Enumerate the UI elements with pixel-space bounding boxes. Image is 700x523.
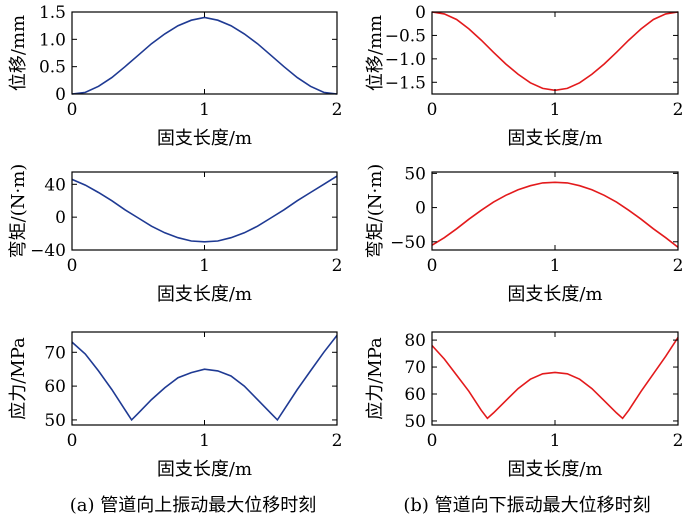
x-tick-label: 1 [199, 256, 210, 276]
y-tick-label: 70 [44, 343, 66, 363]
y-tick-label: 0 [415, 199, 426, 219]
y-tick-label: −50 [390, 233, 426, 253]
x-tick-label: 0 [427, 100, 438, 120]
plot-frame [71, 331, 338, 426]
y-tick-label: 0 [415, 3, 426, 23]
y-tick-label: 60 [44, 377, 66, 397]
plot-frame [431, 11, 679, 95]
x-axis-label: 固支长度/m [507, 459, 602, 480]
y-tick-label: 0 [55, 85, 66, 105]
chart-panel-right-2: 0 1 2 50 60 70 80 固支长度/m 应力/MPa [365, 331, 683, 480]
x-axis-label: 固支长度/m [157, 459, 252, 480]
y-tick-label: 70 [404, 358, 426, 378]
chart-panel-right-0: 0 1 2 −1.5 −1.0 −0.5 0 固支长度/m 位移/mm [365, 3, 683, 149]
x-tick-label: 2 [673, 100, 684, 120]
series-line [431, 11, 679, 92]
x-tick-label: 2 [673, 431, 684, 451]
x-tick-label: 0 [67, 431, 78, 451]
y-tick-label: −0.5 [385, 26, 426, 46]
y-tick-label: −1.5 [385, 73, 426, 93]
plot-frame [431, 171, 679, 251]
plot-frame [71, 171, 338, 251]
series-line [431, 336, 679, 420]
y-axis-label: 位移/mm [365, 15, 386, 91]
x-tick-label: 0 [67, 100, 78, 120]
x-axis-label: 固支长度/m [507, 284, 602, 305]
series-line [71, 334, 338, 422]
x-tick-label: 0 [67, 256, 78, 276]
x-tick-label: 1 [199, 431, 210, 451]
y-tick-label: 40 [44, 175, 66, 195]
chart-panel-left-0: 0 1 2 0 0.5 1.0 1.5 固支长度/m 位移/mm [8, 3, 342, 149]
y-tick-label: 50 [404, 412, 426, 432]
y-tick-label: 1.5 [39, 3, 66, 23]
series-line [71, 175, 338, 243]
chart-panel-left-2: 0 1 2 50 60 70 固支长度/m 应力/MPa [8, 331, 343, 480]
x-tick-label: 2 [332, 100, 343, 120]
y-tick-label: 50 [44, 411, 66, 431]
y-axis-label: 弯矩/(N·m) [365, 164, 386, 259]
y-tick-label: 1.0 [39, 30, 66, 50]
x-axis-label: 固支长度/m [157, 284, 252, 305]
y-tick-label: −1.0 [385, 50, 426, 70]
y-tick-label: 0 [55, 208, 66, 228]
y-axis-label: 位移/mm [8, 15, 29, 91]
y-tick-label: 0.5 [39, 58, 66, 78]
plot-frame [431, 331, 679, 426]
y-tick-label: 60 [404, 385, 426, 405]
plot-frame [71, 11, 338, 95]
x-tick-label: 2 [332, 431, 343, 451]
y-axis-label: 应力/MPa [8, 337, 29, 420]
x-tick-label: 0 [427, 256, 438, 276]
x-axis-label: 固支长度/m [507, 128, 602, 149]
x-tick-label: 2 [332, 256, 343, 276]
x-tick-label: 1 [199, 100, 210, 120]
caption-left: (a) 管道向上振动最大位移时刻 [70, 495, 317, 516]
series-line [71, 16, 338, 95]
caption-right: (b) 管道向下振动最大位移时刻 [403, 495, 650, 516]
x-tick-label: 1 [550, 431, 561, 451]
y-tick-label: 50 [404, 164, 426, 184]
x-axis-label: 固支长度/m [157, 128, 252, 149]
y-axis-label: 弯矩/(N·m) [8, 164, 29, 259]
y-tick-label: −40 [30, 241, 66, 261]
x-tick-label: 1 [550, 100, 561, 120]
series-line [431, 181, 679, 248]
x-tick-label: 1 [550, 256, 561, 276]
y-axis-label: 应力/MPa [365, 337, 386, 420]
y-tick-label: 80 [404, 331, 426, 351]
x-tick-label: 2 [673, 256, 684, 276]
x-tick-label: 0 [427, 431, 438, 451]
